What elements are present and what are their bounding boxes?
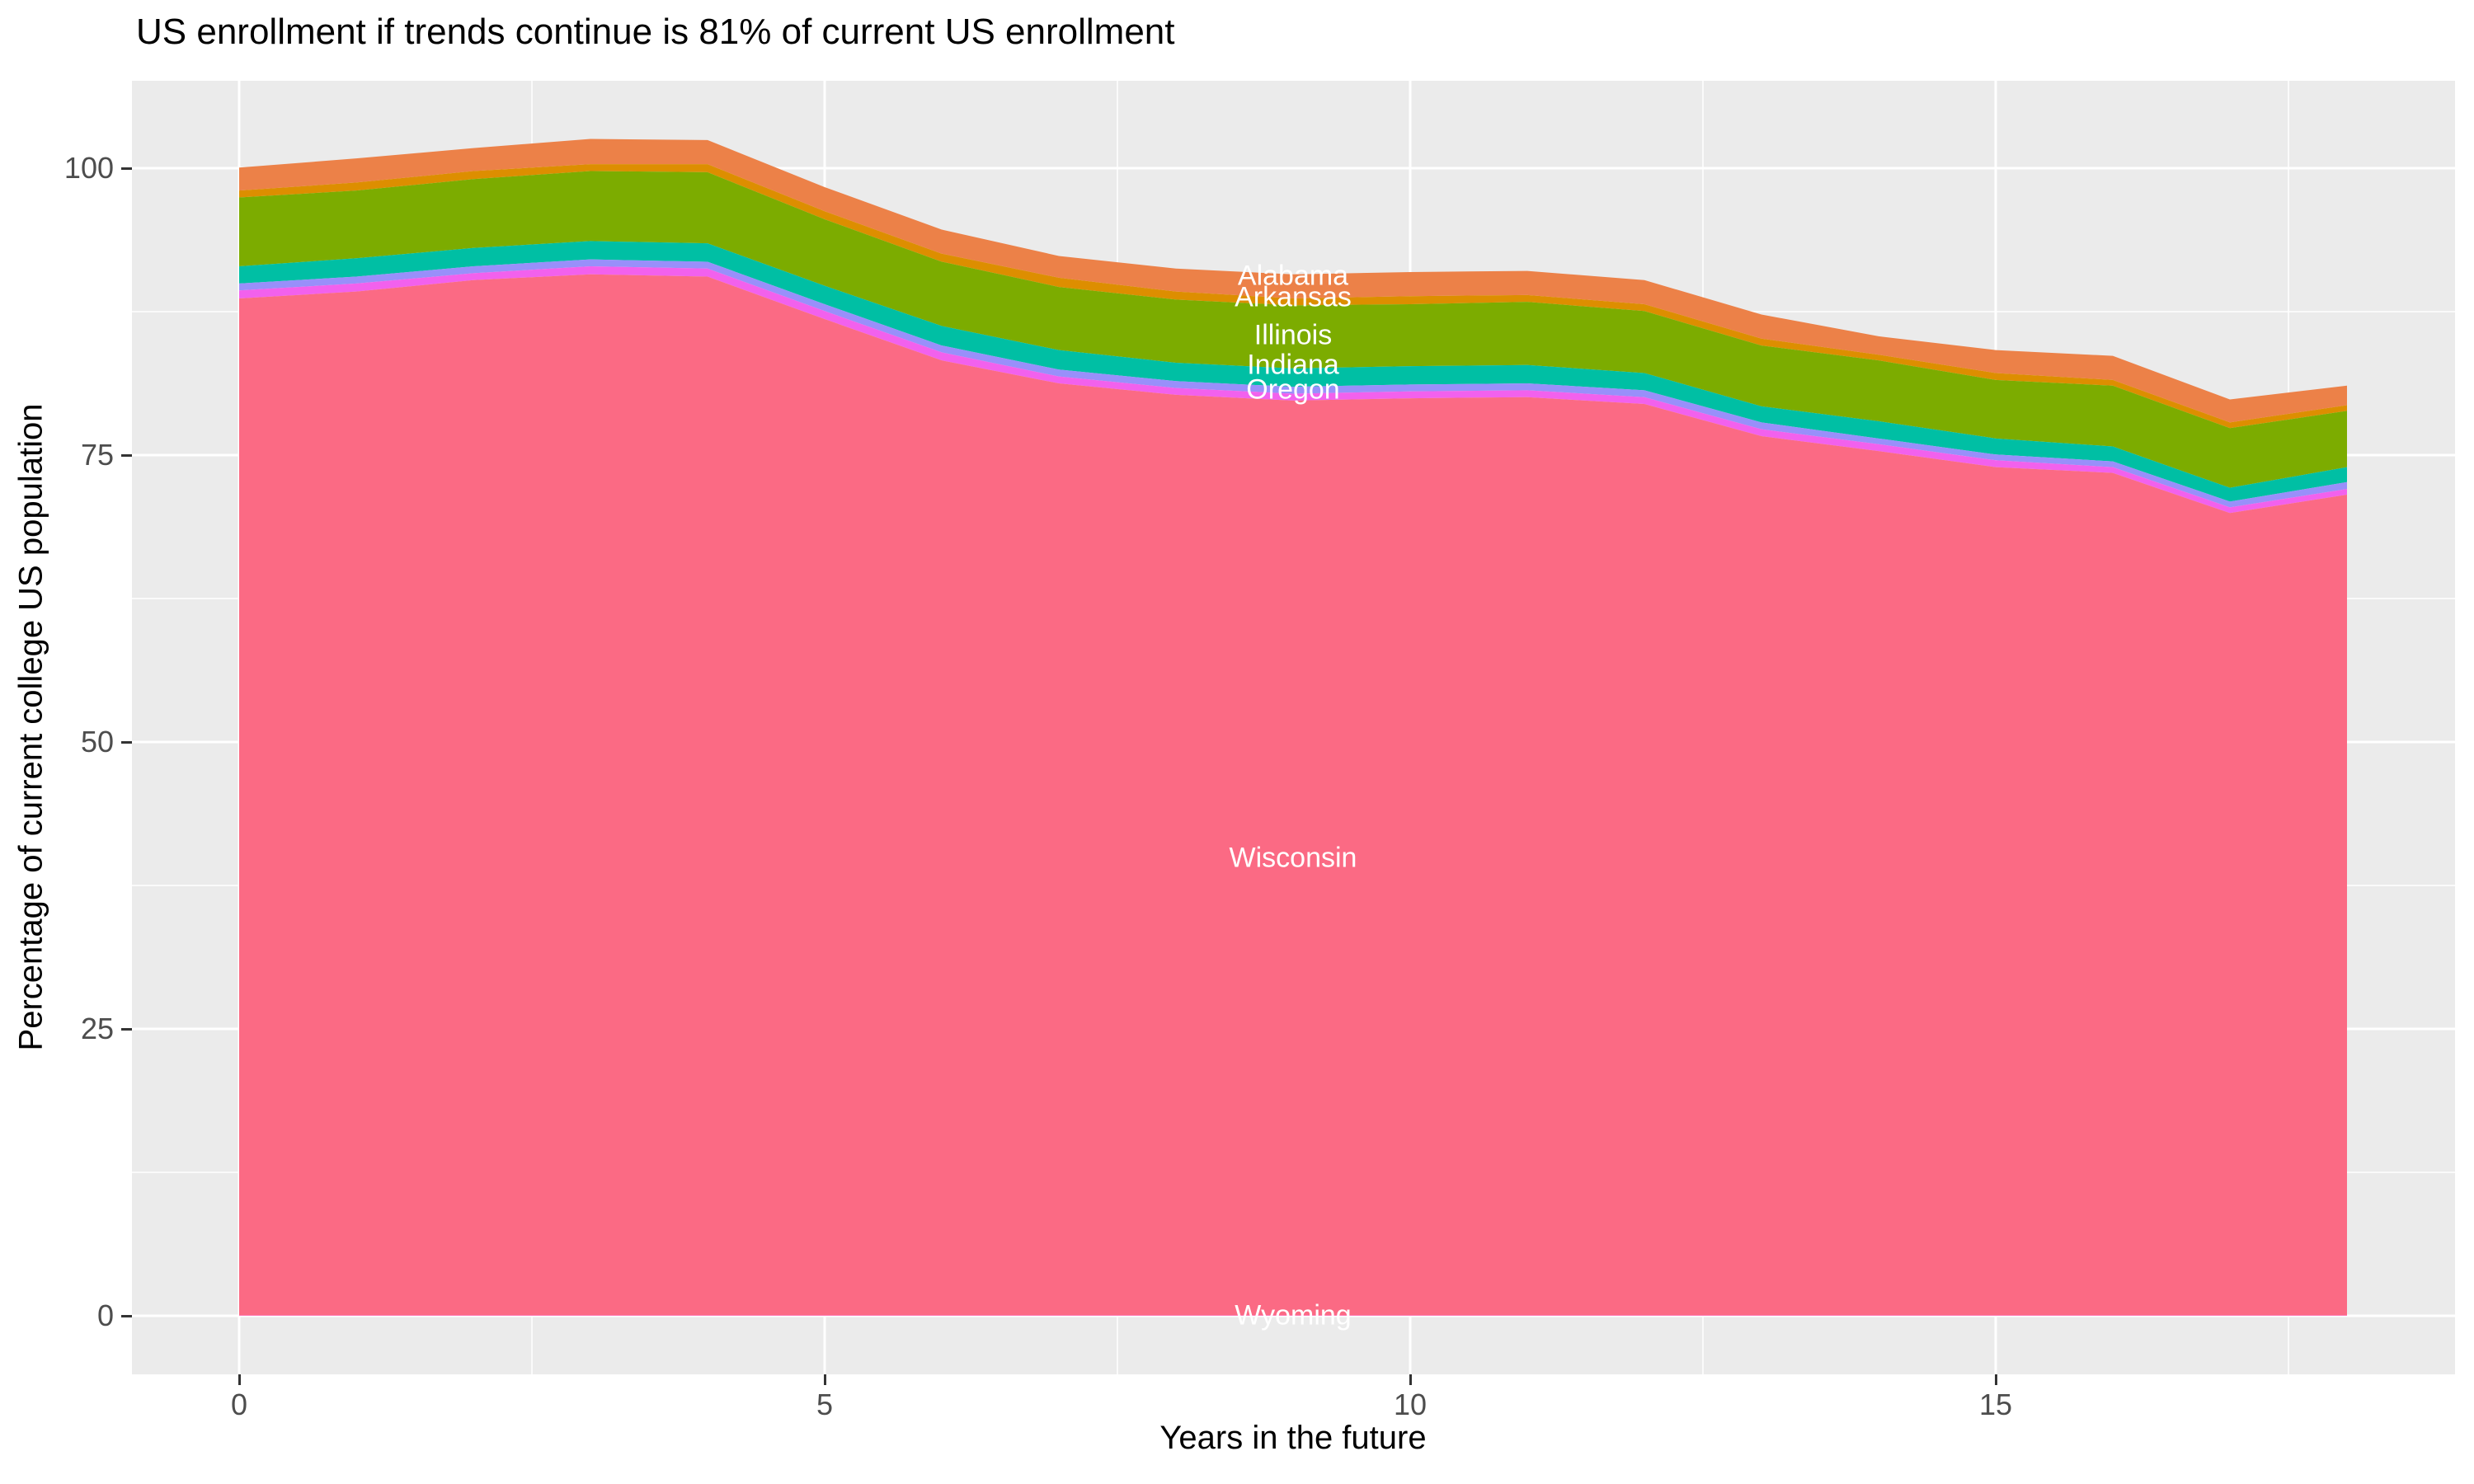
y-tick-mark: [121, 167, 132, 170]
x-tick-label: 5: [816, 1388, 834, 1421]
area-band-illinois: [239, 171, 2347, 488]
y-tick-mark: [121, 740, 132, 744]
y-tick-label: 100: [63, 151, 114, 185]
area-band-wisconsin: [239, 274, 2347, 1316]
area-band-wyoming: [239, 1315, 2347, 1316]
x-axis-title: Years in the future: [1159, 1420, 1427, 1456]
area-band-alabama: [239, 139, 2347, 423]
area-band-indiana: [239, 241, 2347, 502]
x-tick-mark: [238, 1374, 241, 1385]
y-tick-label: 25: [80, 1012, 114, 1045]
state-label-alabama: Alabama: [1237, 260, 1349, 292]
x-tick-label: 0: [230, 1388, 248, 1421]
y-tick-mark: [121, 453, 132, 457]
state-label-wisconsin: Wisconsin: [1229, 842, 1357, 874]
y-tick-label: 50: [80, 725, 114, 758]
state-label-oregon: Oregon: [1246, 373, 1340, 406]
chart-title: US enrollment if trends continue is 81% …: [136, 12, 1175, 52]
y-tick-mark: [121, 1314, 132, 1317]
state-label-indiana: Indiana: [1247, 349, 1339, 381]
x-tick-mark: [1409, 1374, 1412, 1385]
y-tick-mark: [121, 1027, 132, 1031]
state-label-wyoming: Wyoming: [1235, 1299, 1352, 1331]
x-tick-label: 10: [1393, 1388, 1427, 1421]
x-tick-mark: [1994, 1374, 1997, 1385]
state-label-arkansas: Arkansas: [1235, 281, 1352, 313]
y-tick-label: 0: [96, 1298, 114, 1332]
state-label-illinois: Illinois: [1253, 319, 1333, 351]
x-tick-label: 15: [1978, 1388, 2013, 1421]
x-tick-mark: [823, 1374, 826, 1385]
y-tick-label: 75: [80, 438, 114, 472]
